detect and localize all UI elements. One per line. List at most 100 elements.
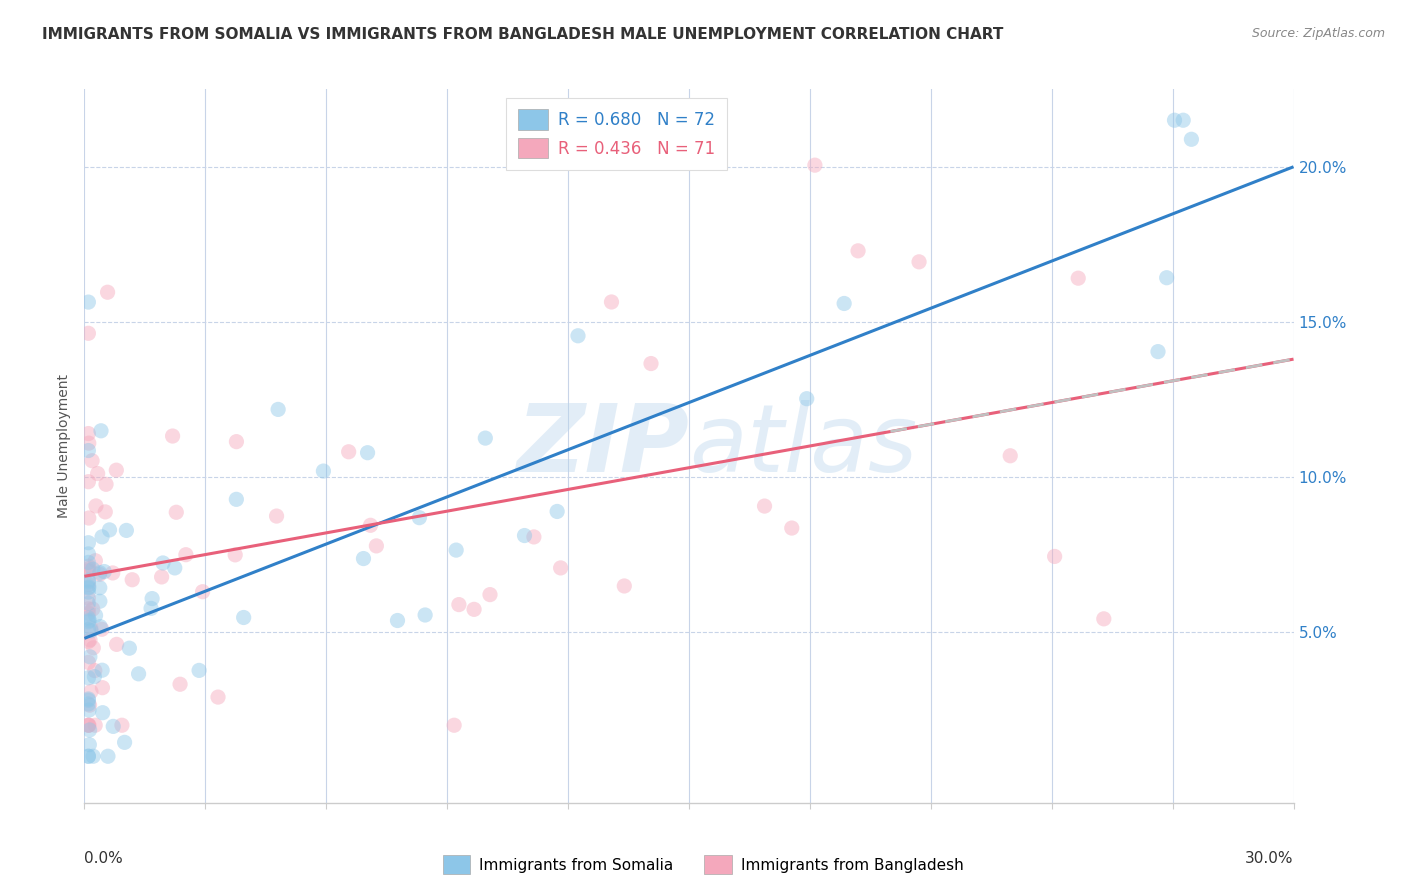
Point [474, 431, 496, 445]
Point [89, 567, 111, 582]
Point [150, 570, 173, 584]
Point [77, 596, 100, 610]
Point [546, 504, 568, 518]
Point [908, 255, 931, 269]
Point [77, 749, 100, 764]
Text: IMMIGRANTS FROM SOMALIA VS IMMIGRANTS FROM BANGLADESH MALE UNEMPLOYMENT CORRELAT: IMMIGRANTS FROM SOMALIA VS IMMIGRANTS FR… [42, 27, 1004, 42]
Text: Source: ZipAtlas.com: Source: ZipAtlas.com [1251, 27, 1385, 40]
Point [413, 607, 436, 622]
Point [89, 581, 111, 595]
Point [82, 602, 104, 616]
Point [77, 573, 100, 587]
Point [1000, 449, 1022, 463]
Point [1156, 270, 1178, 285]
Point [90, 424, 112, 438]
Point [163, 561, 186, 575]
Point [1043, 549, 1066, 564]
Point [523, 530, 546, 544]
Text: atlas: atlas [689, 401, 917, 491]
Point [174, 548, 197, 562]
Point [463, 602, 485, 616]
Point [1067, 271, 1090, 285]
Point [613, 579, 636, 593]
Point [796, 392, 818, 406]
Point [188, 664, 211, 678]
Point [77, 703, 100, 717]
Point [86, 467, 108, 481]
Point [225, 492, 247, 507]
Point [79, 738, 101, 752]
Point [266, 509, 288, 524]
Text: 30.0%: 30.0% [1246, 851, 1294, 866]
Point [408, 510, 430, 524]
Point [77, 615, 100, 629]
Point [89, 566, 111, 580]
Point [77, 697, 100, 711]
Point [77, 535, 100, 549]
Point [82, 749, 104, 764]
Point [91, 706, 114, 720]
Point [479, 588, 502, 602]
Point [640, 357, 662, 371]
Point [77, 475, 100, 489]
Point [82, 640, 104, 655]
Point [77, 580, 100, 594]
Point [89, 594, 111, 608]
Point [207, 690, 229, 704]
Point [121, 573, 143, 587]
Point [1147, 344, 1170, 359]
Point [98, 523, 121, 537]
Point [77, 585, 100, 599]
Point [115, 524, 138, 538]
Point [77, 623, 100, 637]
Point [353, 551, 375, 566]
Point [114, 735, 136, 749]
Point [754, 499, 776, 513]
Legend: R = 0.680   N = 72, R = 0.436   N = 71: R = 0.680 N = 72, R = 0.436 N = 71 [506, 97, 727, 169]
Point [832, 296, 855, 310]
Point [79, 698, 101, 713]
Point [77, 436, 100, 450]
Point [77, 693, 100, 707]
Point [83, 664, 105, 678]
Point [360, 518, 382, 533]
Point [77, 295, 100, 310]
Point [804, 158, 827, 172]
Point [550, 561, 572, 575]
Point [77, 718, 100, 732]
Point [780, 521, 803, 535]
Text: 0.0%: 0.0% [84, 851, 124, 866]
Point [97, 285, 120, 300]
Point [83, 670, 105, 684]
Point [224, 548, 246, 562]
Point [91, 663, 114, 677]
Point [356, 446, 378, 460]
Point [77, 559, 100, 574]
Point [77, 555, 100, 569]
Point [846, 244, 869, 258]
Point [77, 547, 100, 561]
Point [90, 622, 112, 636]
Point [128, 666, 150, 681]
Point [77, 749, 100, 764]
Point [1092, 612, 1115, 626]
Point [77, 577, 100, 591]
Point [82, 562, 104, 576]
Point [79, 632, 101, 647]
Point [77, 574, 100, 589]
Point [513, 528, 536, 542]
Point [267, 402, 290, 417]
Point [97, 749, 120, 764]
Y-axis label: Male Unemployment: Male Unemployment [58, 374, 72, 518]
Point [77, 591, 100, 606]
Point [162, 429, 184, 443]
Point [111, 718, 134, 732]
Point [77, 443, 100, 458]
Point [105, 463, 128, 477]
Point [1173, 113, 1195, 128]
Point [79, 649, 101, 664]
Point [152, 556, 174, 570]
Point [169, 677, 191, 691]
Point [312, 464, 335, 478]
Point [77, 671, 100, 685]
